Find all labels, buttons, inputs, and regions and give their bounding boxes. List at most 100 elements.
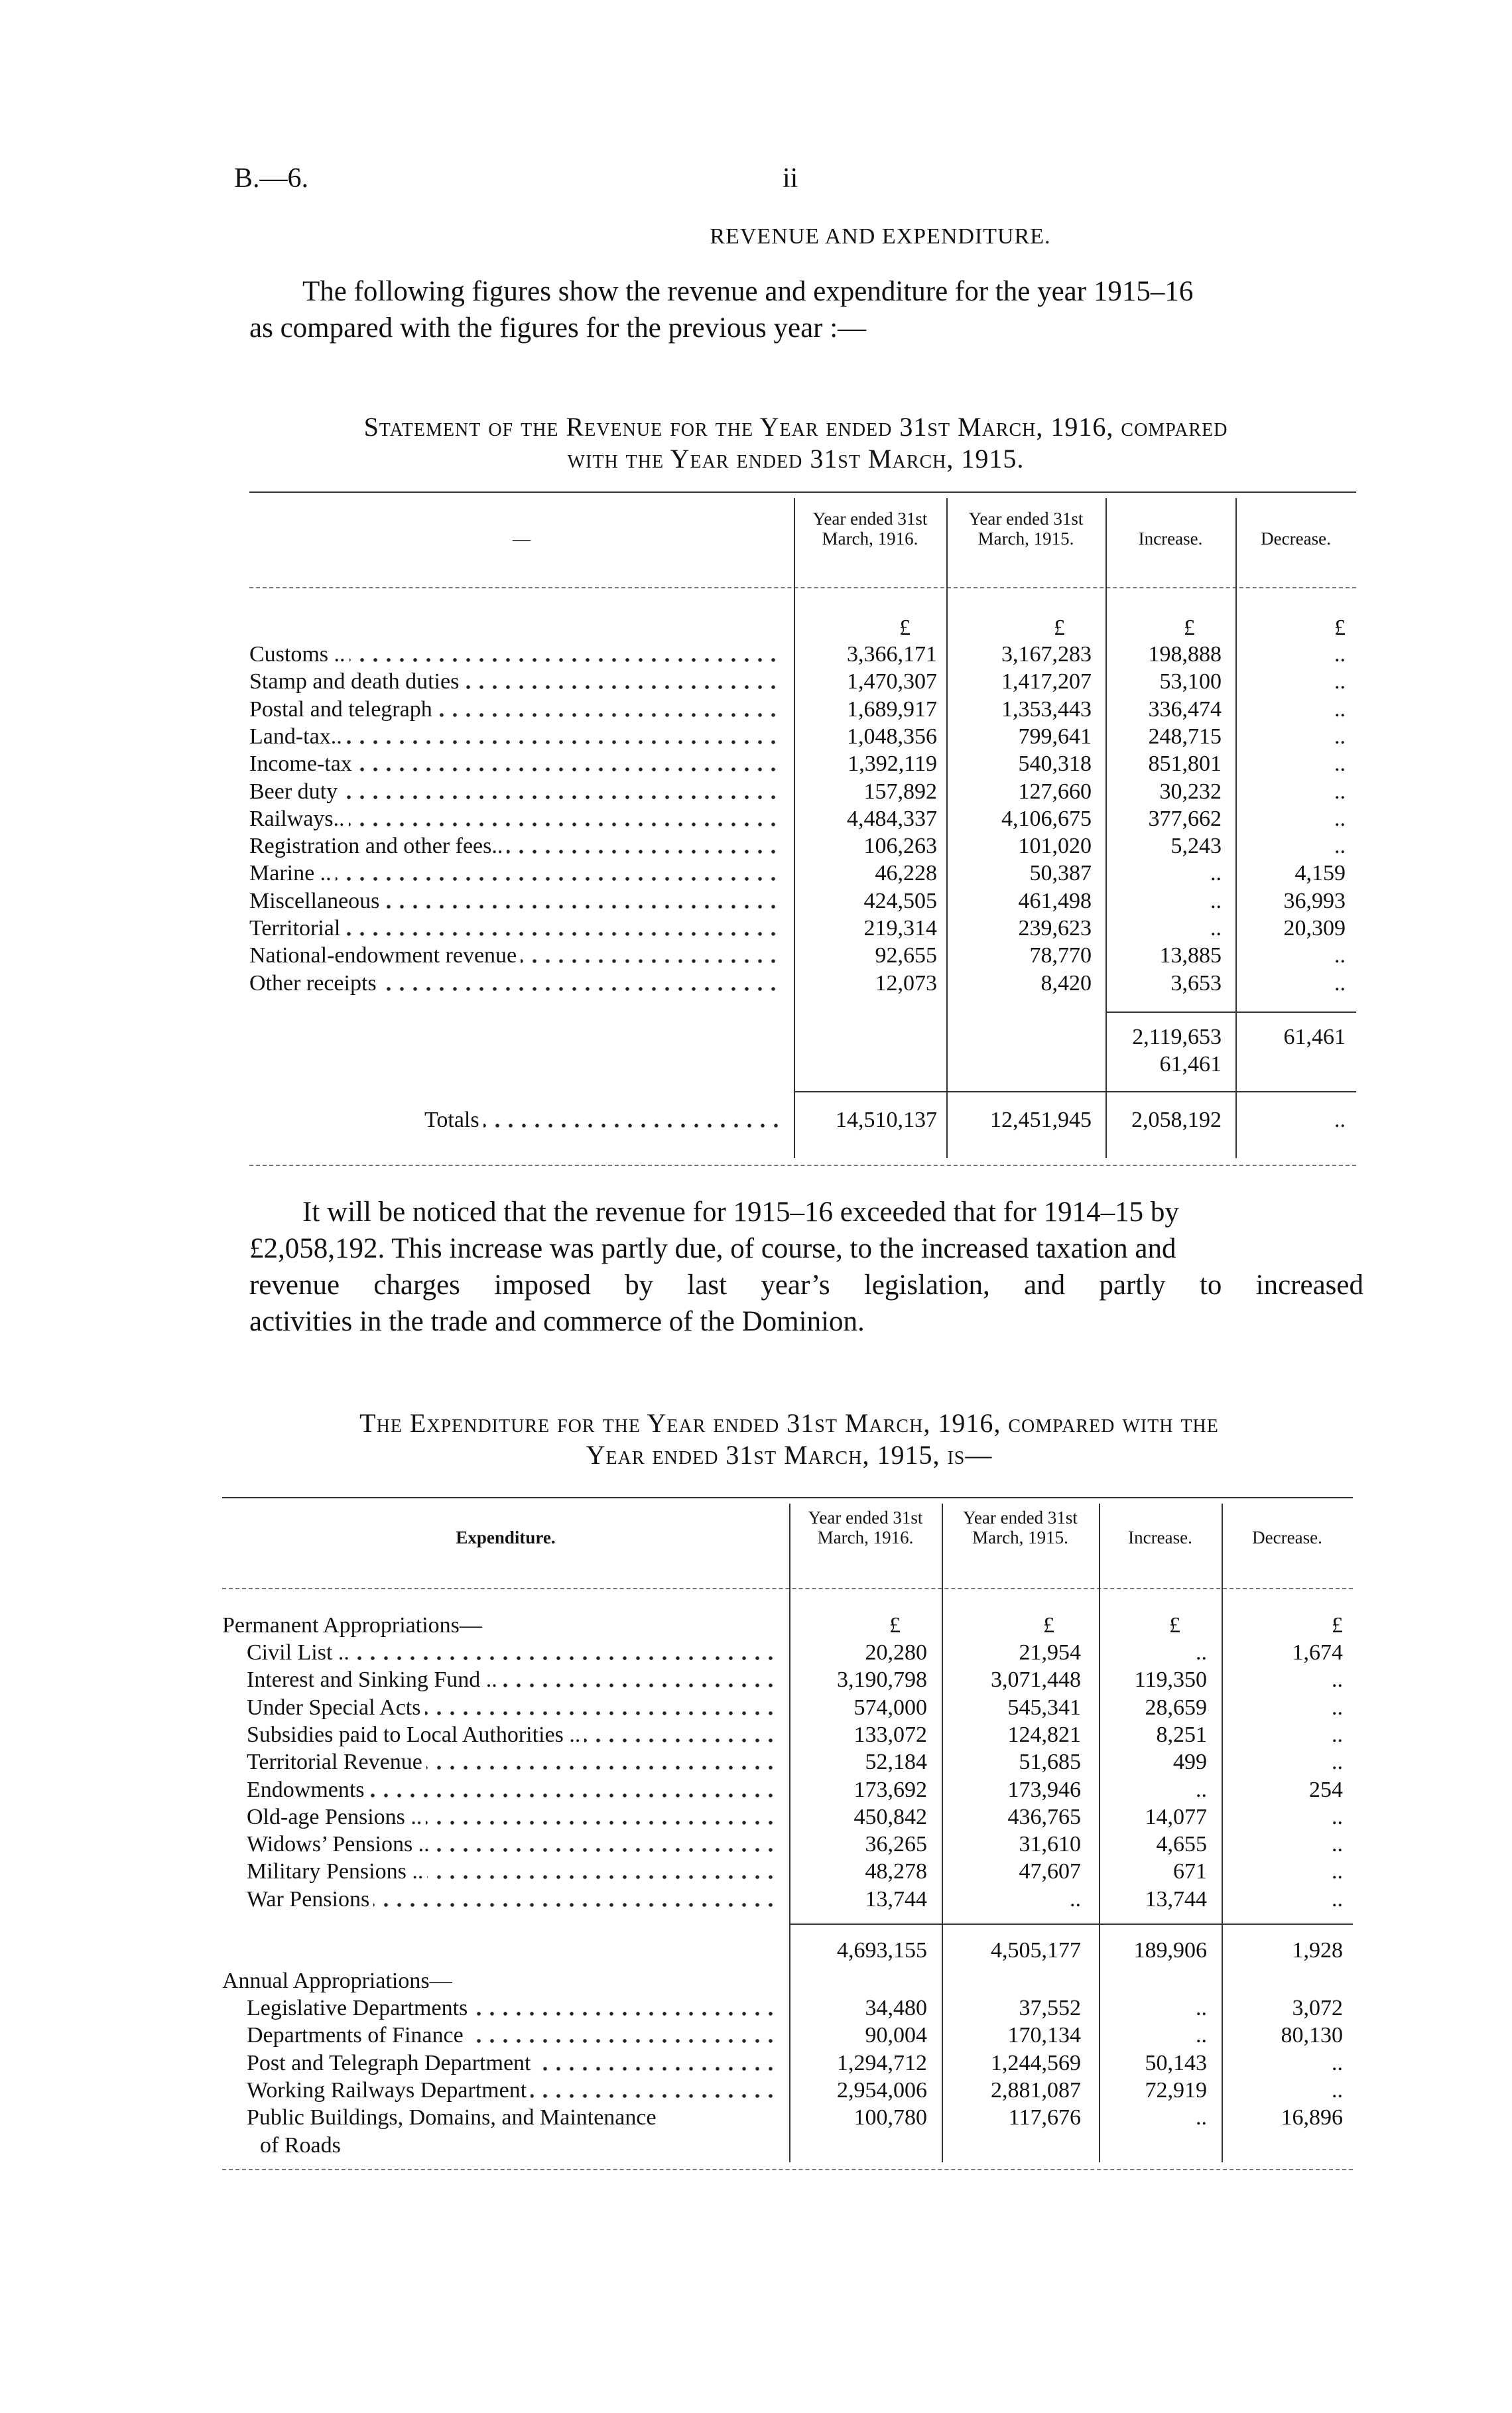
cell-increase: 50,143	[1145, 2050, 1208, 2075]
column-header: Year ended 31st March, 1915.	[968, 509, 1084, 549]
row-label: Registration and other fees..	[249, 834, 507, 860]
cell-y1916: 13,744	[865, 1886, 928, 1912]
cell-increase: 2,058,192	[1131, 1108, 1222, 1132]
cell-y1915: 117,676	[1008, 2105, 1081, 2130]
subtotal-row: 4,693,155 4,505,177 189,906 1,928	[0, 1938, 1512, 1965]
column-divider	[1099, 1504, 1100, 2162]
table-row: Departments of Finance 90,004 170,134.. 80,…	[0, 2023, 1512, 2050]
cell-y1916: 20,280	[865, 1640, 928, 1665]
table-row: National-endowment revenue 92,655 78,770 13…	[0, 943, 1512, 970]
subtotal-rule	[1105, 1011, 1356, 1013]
cell-y1915: 51,685	[1019, 1750, 1082, 1775]
dot-leader	[273, 1902, 777, 1907]
cell-decrease: ..	[1334, 724, 1346, 749]
table-row: Marine .. 46,228 50,387.. 4,159	[0, 861, 1512, 888]
row-label: Income-tax	[249, 751, 356, 777]
table-row: Territorial Revenue 52,184 51,685 499..	[0, 1750, 1512, 1777]
cell-y1915: 170,134	[1007, 2023, 1082, 2048]
table-row: Working Railways Department 2,954,006 2,88…	[0, 2077, 1512, 2105]
cell-decrease: ..	[1332, 1804, 1343, 1829]
column-header: —	[513, 529, 531, 549]
cell-y1916: 3,366,171	[847, 642, 937, 667]
cell-decrease: ..	[1334, 1108, 1346, 1132]
table-row: Income-tax 1,392,119 540,318 851,801..	[0, 751, 1512, 779]
row-label: Under Special Acts	[247, 1695, 425, 1721]
cell-decrease: 254	[1309, 1777, 1343, 1802]
dot-leader	[276, 795, 783, 799]
expenditure-heading-line-1: The Expenditure for the Year ended 31st …	[359, 1408, 1219, 1438]
cell-y1915: 540,318	[1018, 751, 1092, 777]
dot-leader	[273, 1820, 777, 1825]
cell-y1916: 12,073	[875, 970, 938, 996]
cell-y1916: 173,692	[853, 1777, 928, 1802]
currency-symbol: £	[899, 616, 911, 640]
cell-y1915: ..	[1070, 1886, 1081, 1912]
commentary-line-2: £2,058,192. This increase was partly due…	[249, 1233, 1176, 1264]
header-rule	[222, 1588, 1353, 1589]
cell-y1916: 1,689,917	[847, 696, 937, 722]
cell-y1916: 3,190,798	[837, 1667, 927, 1693]
cell-increase: 30,232	[1159, 779, 1222, 804]
expenditure-heading-line-2: Year ended 31st March, 1915, is—	[586, 1440, 993, 1470]
cell-y1915: 799,641	[1018, 724, 1092, 749]
row-label: Subsidies paid to Local Authorities ..	[247, 1722, 585, 1748]
cell-y1915: 4,106,675	[1001, 806, 1092, 831]
row-label: Interest and Sinking Fund ..	[247, 1667, 501, 1693]
cell-increase: 3,653	[1170, 970, 1222, 996]
row-label: Marine ..	[249, 861, 336, 887]
cell-y1915: 47,607	[1019, 1859, 1082, 1884]
cell-decrease: 1,674	[1292, 1640, 1344, 1665]
cell-increase: 13,744	[1145, 1886, 1208, 1912]
column-divider	[942, 1504, 943, 2162]
cell-y1916: 157,892	[863, 779, 938, 804]
cell-decrease: 61,461	[1283, 1025, 1346, 1049]
cell-y1915: 3,167,283	[1001, 642, 1092, 667]
row-label: Departments of Finance	[247, 2023, 468, 2049]
cell-y1916: 14,510,137	[836, 1108, 937, 1132]
cell-y1916: 219,314	[863, 916, 938, 941]
section-heading-permanent: Permanent Appropriations—	[222, 1613, 486, 1638]
column-divider	[1235, 498, 1237, 1158]
table-row: Land-tax.. 1,048,356 799,641 248,715..	[0, 724, 1512, 751]
dot-leader	[276, 904, 783, 909]
dot-leader	[276, 822, 783, 826]
cell-increase: 248,715	[1148, 724, 1222, 749]
dot-leader	[276, 932, 783, 936]
revenue-heading: Statement of the Revenue for the Year en…	[225, 411, 1366, 475]
cell-y1915: 31,610	[1019, 1832, 1082, 1857]
cell-decrease: 1,928	[1292, 1938, 1344, 1963]
cell-y1915: 173,946	[1007, 1777, 1082, 1802]
subtotal-row: 2,119,653 61,461	[0, 1025, 1512, 1052]
cell-decrease: ..	[1332, 1750, 1343, 1775]
cell-decrease: 16,896	[1281, 2105, 1344, 2130]
cell-y1915: 21,954	[1019, 1640, 1082, 1665]
dot-leader	[273, 2012, 777, 2016]
dot-leader	[273, 1711, 777, 1715]
dot-leader	[276, 959, 783, 964]
row-label: Legislative Departments	[247, 1996, 472, 2021]
cell-increase: ..	[1196, 1640, 1207, 1665]
cell-y1916: 450,842	[853, 1804, 928, 1829]
cell-increase: ..	[1210, 916, 1222, 941]
dot-leader	[276, 986, 783, 991]
table-row: Beer duty 157,892 127,660 30,232..	[0, 779, 1512, 807]
cell-y1915: 239,623	[1018, 916, 1092, 941]
cell-decrease: ..	[1332, 1886, 1343, 1912]
revenue-heading-line-1: Statement of the Revenue for the Year en…	[363, 412, 1228, 442]
cell-y1916: 36,265	[865, 1832, 928, 1857]
cell-increase: 851,801	[1148, 751, 1222, 777]
cell-increase: ..	[1196, 1777, 1207, 1802]
cell-decrease: ..	[1332, 2077, 1343, 2103]
dot-leader	[273, 1793, 777, 1797]
cell-y1915: 127,660	[1018, 779, 1092, 804]
cell-decrease: 20,309	[1283, 916, 1346, 941]
table-row: Stamp and death duties 1,470,307 1,417,207…	[0, 669, 1512, 696]
document-reference: B.—6.	[234, 163, 309, 194]
table-row: Old-age Pensions .. 450,842 436,765 14,077.…	[0, 1804, 1512, 1832]
column-divider	[946, 498, 948, 1158]
cell-y1915: 2,881,087	[991, 2077, 1081, 2103]
table-row: Legislative Departments 34,480 37,552.. 3,0…	[0, 1996, 1512, 2023]
cell-decrease: ..	[1332, 2050, 1343, 2075]
table-row: Civil List .. 20,280 21,954.. 1,674	[0, 1640, 1512, 1667]
table-row: Miscellaneous 424,505 461,498.. 36,993	[0, 888, 1512, 916]
